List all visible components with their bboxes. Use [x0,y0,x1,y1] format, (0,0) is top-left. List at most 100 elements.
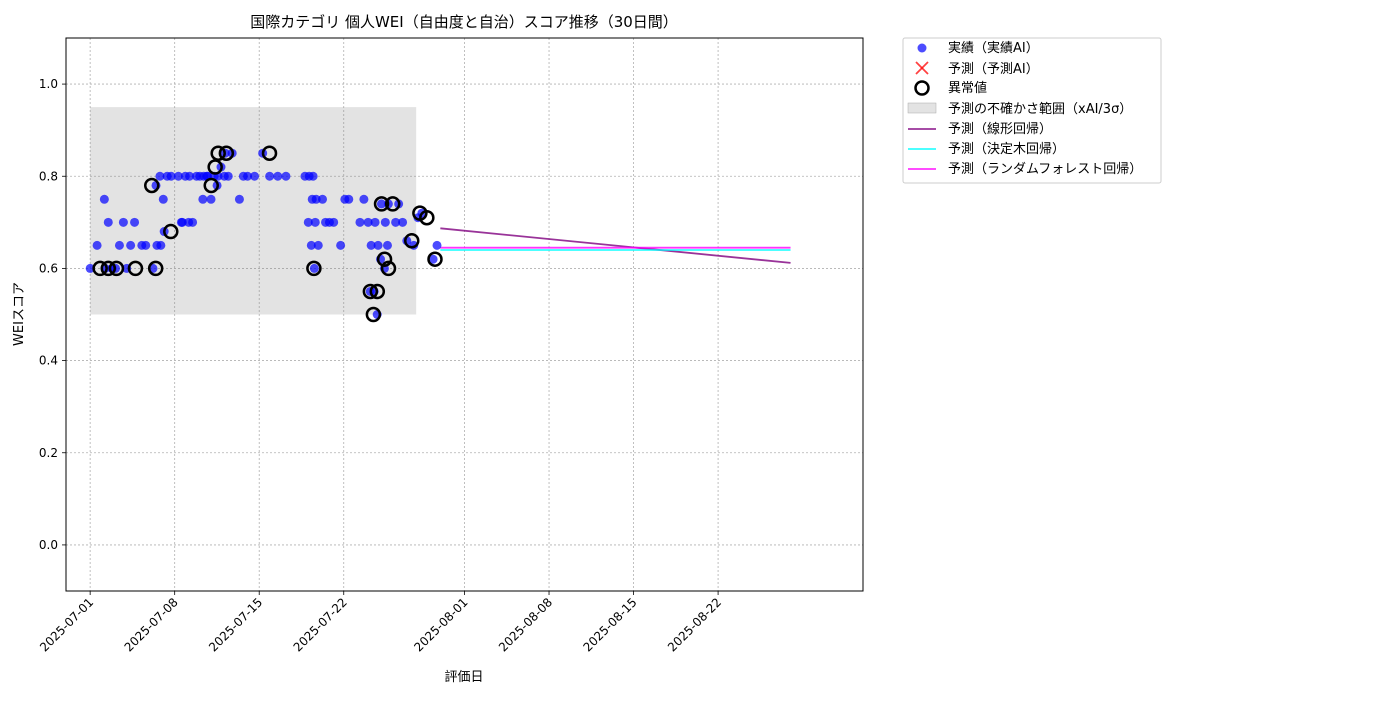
actual-point [155,171,165,181]
anomaly-layer [92,145,443,323]
actual-point [313,240,323,250]
actual-point [176,217,186,227]
actual-point [309,263,319,273]
actual-point [428,254,438,264]
anomaly-point [100,260,117,277]
y-tick-label: 0.2 [39,446,58,460]
legend-item-linear: 予測（線形回帰） [908,121,1052,137]
x-tick-label: 2025-07-08 [122,595,181,654]
legend: 実績（実績AI） 予測（予測AI） 異常値 予測の不確かさ範囲（xAI/3σ） … [902,37,1162,184]
actual-point [265,171,275,181]
uncertainty-band [90,107,417,315]
x-tick-label: 2025-08-15 [580,595,639,654]
anomaly-point [306,260,322,277]
actual-point [303,217,313,227]
actual-point [363,217,373,227]
y-tick-label: 0.6 [39,261,58,275]
actual-point [340,194,350,204]
anomaly-point [376,251,393,267]
anomaly-point [92,260,108,277]
x-axis: 2025-07-01 2025-07-08 2025-07-15 2025-07-22… [37,591,724,654]
legend-item-uncertainty: 予測の不確かさ範囲（xAI/3σ） [907,101,1132,117]
y-tick-label: 0.4 [39,354,58,368]
actual-point [310,217,320,227]
legend-linear-label: 予測（線形回帰） [948,121,1052,137]
actual-point [198,194,208,204]
actual-point [321,217,331,227]
actual-point [243,171,253,181]
actual-point [184,217,194,227]
actual-point [185,171,195,181]
actual-point [158,194,168,204]
actual-point [366,240,376,250]
y-axis-label: WEIスコア [12,282,27,346]
actual-point [273,171,283,181]
actual-point [206,194,216,204]
actual-point [92,240,102,250]
legend-forecast-ai-label: 予測（予測AI） [948,62,1039,77]
anomaly-point [203,177,219,194]
legend-anomaly-marker [914,80,930,96]
anomaly-point [261,145,278,161]
actual-point [307,194,317,204]
forecast-layer [440,227,791,264]
actual-point [391,217,401,227]
actual-point [152,240,162,250]
anomaly-point [380,260,397,277]
actual-point [329,217,339,227]
forecast-line-0 [440,227,791,264]
x-tick-label: 2025-08-01 [411,595,470,654]
x-tick-label: 2025-07-15 [206,595,265,654]
actual-point [234,194,244,204]
actual-point [318,194,328,204]
anomaly-point [218,145,235,161]
anomaly-point [373,196,390,212]
anomaly-point [362,283,379,300]
anomaly-point [147,260,164,277]
legend-uncertainty-label: 予測の不確かさ範囲（xAI/3σ） [948,101,1132,117]
actual-point [432,240,442,250]
x-tick-label: 2025-08-22 [665,595,724,654]
legend-forecast-x-marker-b [915,61,929,75]
anomaly-point [210,145,226,161]
actual-point [162,171,172,181]
anomaly-point [108,260,125,277]
legend-item-forecast-ai: 予測（予測AI） [915,61,1039,77]
legend-anomaly-label: 異常値 [948,80,987,96]
anomaly-point [144,177,160,194]
legend-item-anomaly: 異常値 [914,80,987,96]
actual-point [382,240,392,250]
actual-point [114,240,124,250]
actual-point [355,217,365,227]
x-tick-label: 2025-07-01 [37,595,96,654]
legend-actual-marker [917,43,927,53]
legend-frame [902,37,1162,184]
anomaly-point [384,196,401,212]
grid-layer [66,38,863,591]
chart-title: 国際カテゴリ 個人WEI（自由度と自治）スコア推移（30日間） [250,13,678,31]
legend-item-tree: 予測（決定木回帰） [908,141,1065,157]
y-tick-label: 0.8 [39,169,58,183]
actual-point [173,171,183,181]
legend-item-actual: 実績（実績AI） [917,40,1039,56]
anomaly-point [163,223,179,240]
legend-item-forest: 予測（ランダムフォレスト回帰） [908,161,1142,177]
actual-point [336,240,346,250]
actual-point [376,199,386,209]
actual-point [373,240,383,250]
actual-point [304,171,314,181]
actual-point [118,217,128,227]
actual-point [130,217,140,227]
y-tick-label: 0.0 [39,538,58,552]
legend-forest-label: 予測（ランダムフォレスト回帰） [948,161,1142,177]
legend-tree-label: 予測（決定木回帰） [948,141,1065,157]
anomaly-point [427,251,443,267]
actual-point [306,240,316,250]
legend-actual-label: 実績（実績AI） [948,40,1039,56]
actual-point [250,171,260,181]
actual-point [103,217,113,227]
x-tick-label: 2025-08-08 [496,595,555,654]
actual-point [85,263,95,273]
